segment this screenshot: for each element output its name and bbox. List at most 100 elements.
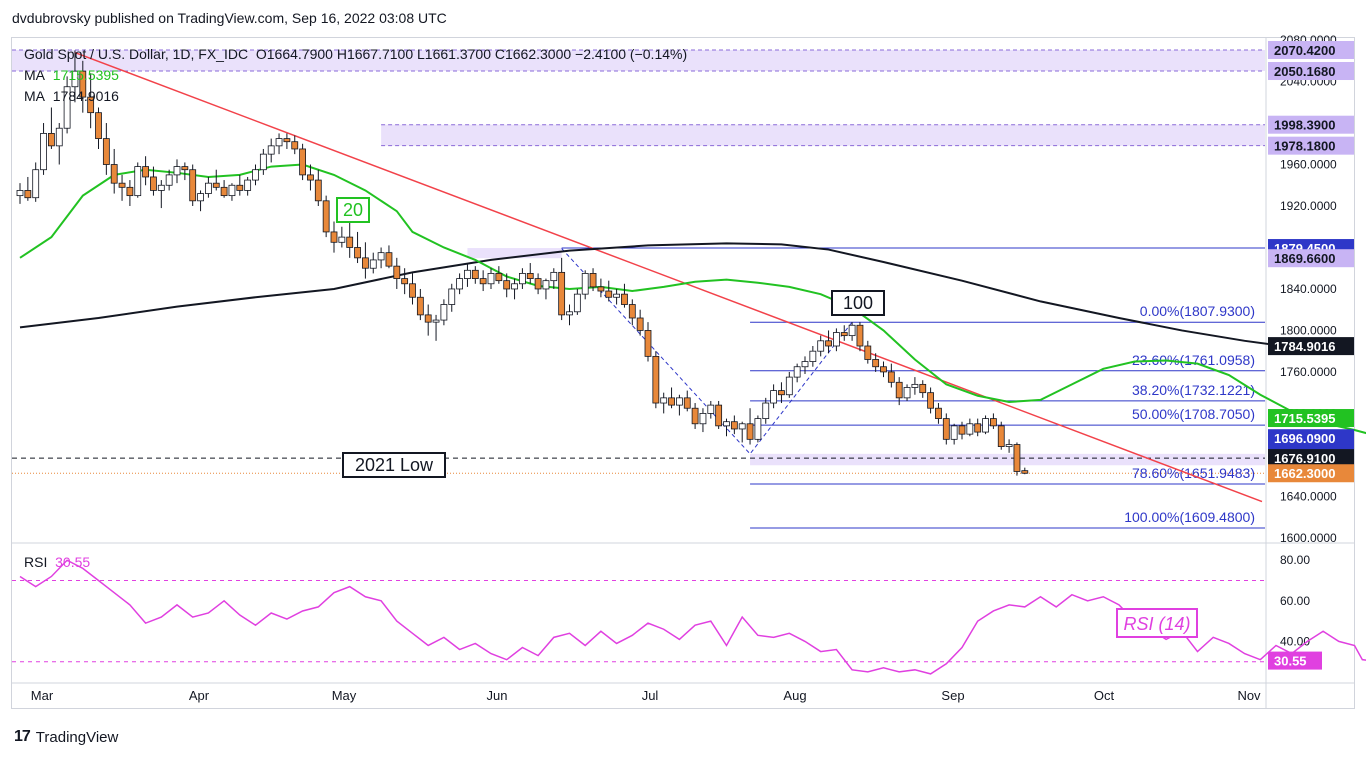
candle (16, 190, 24, 197)
rsi-name[interactable]: RSI (24, 554, 48, 570)
candle (919, 383, 927, 394)
candle (1013, 444, 1021, 472)
candle (621, 293, 628, 305)
candle (746, 423, 754, 440)
price-tag-label: 1715.5395 (1274, 411, 1335, 426)
support-zone (750, 453, 1265, 466)
price-tag-label: 1869.6600 (1274, 251, 1335, 266)
candle (534, 278, 542, 290)
candle (911, 383, 919, 388)
rsi-tick-label: 40.00 (1280, 634, 1310, 648)
candle (487, 273, 495, 285)
candle (338, 236, 346, 243)
candle (63, 86, 71, 129)
resistance-zone (12, 50, 1265, 72)
candle (848, 324, 856, 337)
footer-brand[interactable]: 17 TradingView (14, 728, 118, 746)
candle (636, 317, 644, 331)
candle (864, 345, 872, 360)
candle (197, 193, 204, 202)
candle (605, 290, 613, 298)
month-label: Jun (487, 688, 508, 703)
candle (880, 366, 887, 373)
candle (299, 148, 307, 176)
ma100-tag: 100 (843, 293, 873, 313)
candle (346, 236, 354, 248)
candle (503, 280, 511, 290)
candle (738, 423, 746, 430)
rsi-tick-label: 80.00 (1280, 553, 1310, 567)
candle (259, 153, 267, 171)
candle (204, 182, 212, 194)
price-tag-label: 1998.3900 (1274, 118, 1335, 133)
resistance-zone (381, 124, 1266, 146)
price-tag-bg (1268, 429, 1354, 448)
candle (526, 273, 534, 279)
candle (974, 423, 982, 433)
candle (644, 330, 652, 357)
candle (699, 413, 707, 425)
candle (785, 376, 793, 396)
symbol-label[interactable]: Gold Spot / U.S. Dollar, 1D, FX_IDC (24, 46, 249, 62)
price-tag-label: 1676.9100 (1274, 451, 1335, 466)
month-label: Mar (31, 688, 54, 703)
candle (165, 174, 173, 186)
candle (275, 138, 283, 147)
candle (401, 278, 409, 285)
candle (935, 407, 942, 419)
candle (942, 418, 950, 440)
candle (307, 174, 314, 181)
candle (134, 166, 142, 197)
rsi-tick-label: 60.00 (1280, 594, 1310, 608)
candle (723, 421, 730, 427)
ma20-label[interactable]: MA (24, 67, 45, 83)
candle (181, 166, 189, 171)
candle (456, 278, 464, 290)
candle (24, 190, 32, 199)
candle (817, 340, 825, 352)
rsi-legend: RSI 30.55 (24, 554, 90, 570)
candle (173, 166, 181, 176)
ma100-label[interactable]: MA (24, 88, 45, 104)
price-tag-label: 2070.4200 (1274, 43, 1335, 58)
candle (707, 404, 715, 414)
candle (903, 387, 911, 399)
price-tag-bg (1268, 337, 1354, 356)
month-label: May (332, 688, 357, 703)
candle (252, 169, 259, 181)
candle (118, 182, 126, 188)
candle (589, 273, 597, 288)
month-label: Sep (941, 688, 964, 703)
candle (660, 397, 668, 404)
month-label: Aug (783, 688, 806, 703)
candle (377, 252, 385, 261)
candle (283, 138, 291, 143)
low-2021-tag-box (342, 452, 446, 478)
candle (479, 278, 487, 285)
price-tag-bg (1268, 449, 1354, 468)
price-tick-label: 1640.0000 (1280, 489, 1337, 503)
candle (966, 423, 974, 435)
candle (48, 133, 55, 147)
month-label: Jul (642, 688, 659, 703)
candle (997, 425, 1005, 447)
candle (550, 271, 558, 282)
candle (354, 247, 361, 259)
candle (267, 145, 275, 155)
candle (887, 371, 895, 383)
candle (220, 186, 228, 197)
candle (895, 381, 903, 399)
ma20-row: MA 1715.5395 (24, 65, 687, 86)
month-label: Apr (189, 688, 210, 703)
ma20-tag: 20 (343, 200, 363, 220)
candle (668, 397, 675, 406)
candle (573, 293, 581, 313)
candle (542, 280, 550, 290)
candle (150, 176, 157, 191)
candle (448, 288, 456, 305)
price-tick-label: 1960.0000 (1280, 158, 1337, 172)
candle (872, 359, 880, 368)
downtrend-line (74, 51, 1263, 503)
candle (189, 169, 197, 202)
